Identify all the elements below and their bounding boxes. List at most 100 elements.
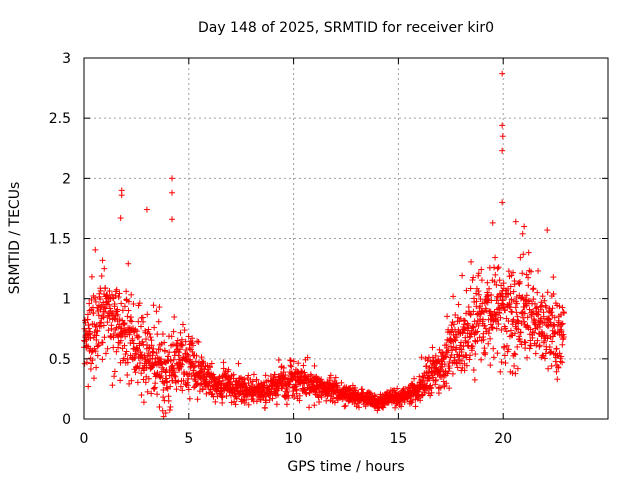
data-point	[458, 346, 465, 353]
data-point	[168, 333, 175, 340]
data-point	[480, 336, 487, 343]
data-point	[283, 401, 290, 408]
data-point	[487, 308, 494, 315]
data-point	[156, 304, 163, 311]
data-point	[185, 386, 192, 393]
data-point	[542, 350, 549, 357]
data-point	[421, 381, 428, 388]
data-point	[93, 364, 100, 371]
data-point	[527, 342, 534, 349]
data-point	[117, 377, 124, 384]
data-point	[492, 254, 499, 261]
data-point	[101, 308, 108, 315]
data-point	[225, 366, 232, 373]
data-point	[163, 375, 170, 382]
data-point	[152, 380, 159, 387]
data-point	[306, 404, 313, 411]
data-point	[295, 360, 302, 367]
data-point	[558, 321, 565, 328]
data-point	[510, 269, 517, 276]
data-point	[540, 313, 547, 320]
data-point	[150, 302, 157, 309]
data-point	[102, 350, 109, 357]
data-point	[487, 335, 494, 342]
data-point	[119, 307, 126, 314]
data-point	[334, 397, 341, 404]
data-point	[419, 392, 426, 399]
data-point	[124, 313, 131, 320]
data-point	[86, 300, 93, 307]
data-point	[342, 402, 349, 409]
data-point	[536, 321, 543, 328]
data-point	[136, 360, 143, 367]
data-point	[543, 304, 550, 311]
data-point	[323, 397, 330, 404]
data-point	[121, 320, 128, 327]
data-point	[429, 344, 436, 351]
data-point	[173, 386, 180, 393]
data-points	[81, 70, 567, 420]
data-point	[472, 329, 479, 336]
data-point	[444, 313, 451, 320]
data-point	[304, 354, 311, 361]
data-point	[85, 322, 92, 329]
data-point	[533, 304, 540, 311]
data-point	[286, 381, 293, 388]
data-point	[98, 273, 105, 280]
data-point	[151, 324, 158, 331]
data-point	[541, 355, 548, 362]
data-point	[99, 257, 106, 264]
data-point	[427, 385, 434, 392]
data-point	[228, 399, 235, 406]
data-point	[139, 355, 146, 362]
data-point	[296, 392, 303, 399]
data-point	[485, 316, 492, 323]
data-point	[467, 285, 474, 292]
data-point	[487, 321, 494, 328]
chart-title: Day 148 of 2025, SRMTID for receiver kir…	[198, 20, 494, 36]
data-point	[446, 365, 453, 372]
data-point	[505, 346, 512, 353]
data-point	[471, 376, 478, 383]
data-point	[124, 371, 131, 378]
data-point	[534, 289, 541, 296]
data-point	[546, 316, 553, 323]
data-point	[189, 348, 196, 355]
data-point	[241, 376, 248, 383]
y-tick-label: 1.5	[49, 232, 71, 248]
data-point	[166, 349, 173, 356]
data-point	[219, 399, 226, 406]
data-point	[560, 334, 567, 341]
data-point	[143, 206, 150, 213]
data-point	[495, 320, 502, 327]
data-point	[153, 350, 160, 357]
data-point	[501, 352, 508, 359]
data-point	[553, 368, 560, 375]
data-point	[457, 315, 464, 322]
data-point	[347, 385, 354, 392]
data-point	[525, 274, 532, 281]
data-point	[490, 345, 497, 352]
data-point	[499, 133, 506, 140]
data-point	[177, 329, 184, 336]
data-point	[136, 300, 143, 307]
data-point	[205, 382, 212, 389]
data-point	[231, 398, 238, 405]
data-point	[529, 286, 536, 293]
data-point	[451, 354, 458, 361]
data-point	[87, 366, 94, 373]
data-point	[284, 388, 291, 395]
data-point	[157, 346, 164, 353]
data-point	[86, 325, 93, 332]
data-point	[133, 351, 140, 358]
data-point	[170, 328, 177, 335]
data-point	[199, 385, 206, 392]
data-point	[513, 309, 520, 316]
data-point	[190, 364, 197, 371]
data-point	[249, 383, 256, 390]
data-point	[200, 360, 207, 367]
data-point	[468, 327, 475, 334]
data-point	[99, 339, 106, 346]
data-point	[526, 306, 533, 313]
data-point	[556, 303, 563, 310]
